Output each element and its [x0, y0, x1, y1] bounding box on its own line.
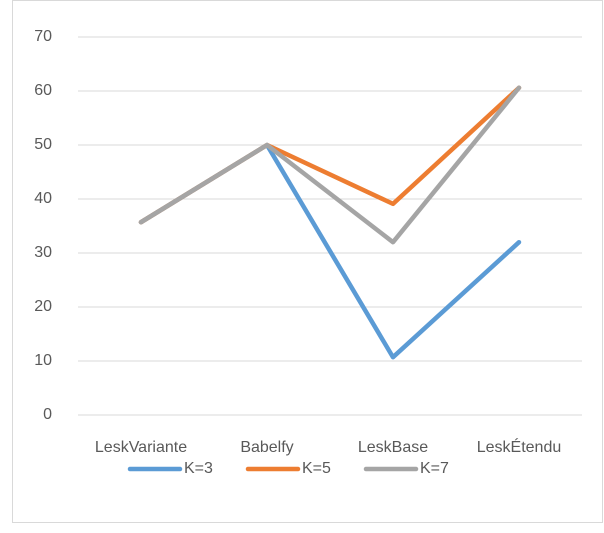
legend-label: K=5 [302, 460, 331, 477]
legend-label: K=7 [420, 460, 449, 477]
y-tick-label: 0 [43, 406, 52, 423]
y-tick-label: 30 [34, 244, 52, 261]
x-tick-label: LeskBase [358, 439, 428, 456]
y-tick-label: 60 [34, 82, 52, 99]
line-series [138, 85, 522, 245]
chart-frame [12, 0, 603, 523]
y-tick-label: 70 [34, 28, 52, 45]
y-tick-label: 20 [34, 298, 52, 315]
y-tick-label: 50 [34, 136, 52, 153]
x-tick-label: Babelfy [240, 439, 293, 456]
y-tick-label: 10 [34, 352, 52, 369]
x-tick-label: LeskVariante [95, 439, 187, 456]
y-tick-label: 40 [34, 190, 52, 207]
legend-label: K=3 [184, 460, 213, 477]
x-tick-label: LeskÉtendu [477, 437, 562, 456]
